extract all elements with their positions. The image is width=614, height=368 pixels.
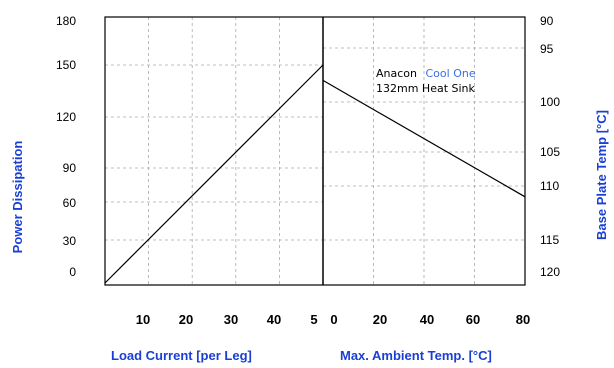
right-y-tick-label: 115 [540,233,559,247]
series-line-power-dissipation [104,64,324,284]
left-y-tick-label: 150 [56,58,76,72]
left-x-ticks: 10 20 30 40 5 [136,312,318,327]
left-x-tick-label: 10 [136,312,150,327]
left-y-tick-label: 30 [63,234,77,248]
annotation-brand: Cool One [426,67,476,80]
left-x-tick-label: 20 [179,312,193,327]
right-x-ticks: 0 20 40 60 80 [330,312,530,327]
grid-lines [105,17,525,285]
annotation-line2: 132mm Heat Sink [376,82,476,95]
right-y-tick-label: 105 [540,145,560,159]
left-y-tick-label: 180 [56,14,76,28]
plot-frame [104,16,526,286]
left-y-tick-label: 90 [63,161,77,175]
left-y-tick-label: 0 [69,265,76,279]
series-line-base-plate-temp [322,79,526,198]
right-x-tick-label: 0 [330,312,337,327]
series-layer [104,64,526,284]
right-y-ticks: 90 95 100 105 110 115 120 [540,14,560,279]
left-x-tick-label: 40 [267,312,281,327]
left-x-tick-label: 5 [310,312,317,327]
left-y-axis-label: Power Dissipation [10,141,25,254]
left-y-tick-label: 60 [63,196,77,210]
annotation-line1: Anacon Cool One [376,67,476,80]
left-y-tick-label: 120 [56,110,76,124]
left-y-ticks: 0 30 60 90 120 150 180 [56,14,76,279]
right-y-tick-label: 100 [540,95,560,109]
right-x-tick-label: 20 [373,312,387,327]
right-y-tick-label: 110 [540,179,559,193]
right-x-tick-label: 60 [466,312,480,327]
right-y-axis-label: Base Plate Temp [°C] [594,110,609,240]
right-x-tick-label: 40 [420,312,434,327]
right-y-tick-label: 120 [540,265,560,279]
annotation-prefix: Anacon [376,67,417,80]
right-y-tick-label: 90 [540,14,554,28]
left-x-axis-label: Load Current [per Leg] [111,348,252,363]
left-x-tick-label: 30 [224,312,238,327]
right-y-tick-label: 95 [540,42,554,56]
right-x-axis-label: Max. Ambient Temp. [°C] [340,348,492,363]
right-x-tick-label: 80 [516,312,530,327]
